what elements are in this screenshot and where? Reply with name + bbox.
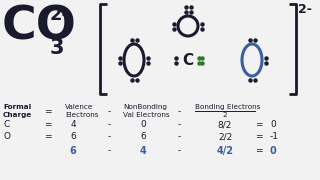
Text: Bonding Electrons: Bonding Electrons xyxy=(195,104,260,110)
Text: -1: -1 xyxy=(270,132,279,141)
Text: 8/2: 8/2 xyxy=(218,120,232,129)
Text: 2/2: 2/2 xyxy=(218,132,232,141)
Text: 2-: 2- xyxy=(298,3,312,16)
Text: -: - xyxy=(178,120,181,129)
Text: Formal
Charge: Formal Charge xyxy=(3,104,32,118)
Text: 3: 3 xyxy=(50,38,65,58)
Text: CO: CO xyxy=(2,4,77,49)
Text: -: - xyxy=(108,107,111,116)
Text: O: O xyxy=(3,132,10,141)
Text: 6: 6 xyxy=(70,132,76,141)
Text: =: = xyxy=(44,132,52,141)
Text: C: C xyxy=(182,53,194,68)
Text: NonBonding
Val Electrons: NonBonding Val Electrons xyxy=(123,104,170,118)
Text: =: = xyxy=(44,107,52,116)
Text: 0: 0 xyxy=(270,120,276,129)
Text: =: = xyxy=(44,120,52,129)
Text: =: = xyxy=(255,146,262,155)
Text: -: - xyxy=(178,132,181,141)
Text: C: C xyxy=(3,120,9,129)
Text: 0: 0 xyxy=(270,146,277,156)
Text: 2: 2 xyxy=(223,112,227,118)
Text: -: - xyxy=(178,107,181,116)
Text: =: = xyxy=(255,120,262,129)
Text: Valence
Electrons: Valence Electrons xyxy=(65,104,99,118)
Text: 4: 4 xyxy=(140,146,146,156)
Text: 4/2: 4/2 xyxy=(217,146,234,156)
Text: 2-: 2- xyxy=(50,6,70,24)
Text: -: - xyxy=(108,120,111,129)
Text: 6: 6 xyxy=(140,132,146,141)
Text: 6: 6 xyxy=(70,146,76,156)
Text: 0: 0 xyxy=(140,120,146,129)
Text: -: - xyxy=(108,146,111,155)
Text: -: - xyxy=(178,146,181,155)
Text: -: - xyxy=(108,132,111,141)
Text: =: = xyxy=(255,132,262,141)
Text: 4: 4 xyxy=(70,120,76,129)
